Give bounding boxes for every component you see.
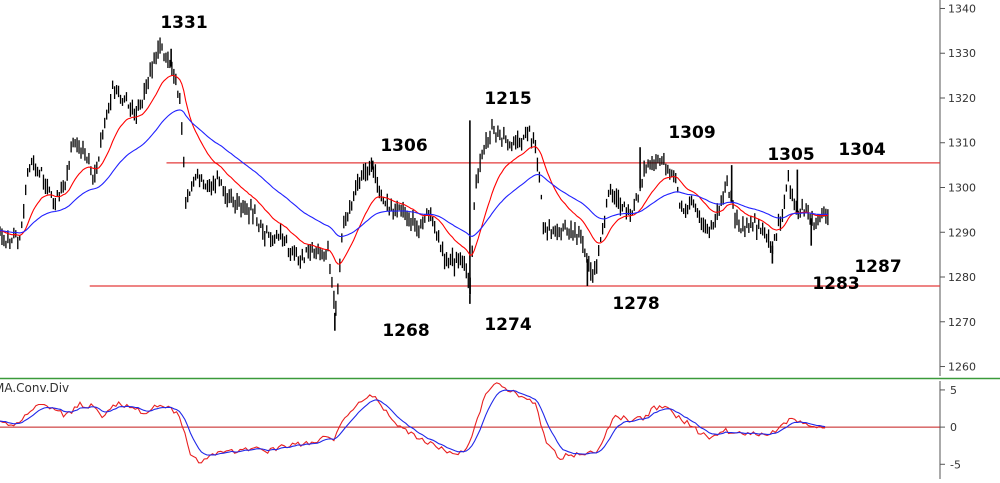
price-level-annotation: 1268 <box>382 321 429 341</box>
macd-axis-label: 0 <box>950 421 957 434</box>
macd-line <box>0 382 826 464</box>
price-level-annotation: 1306 <box>380 136 427 156</box>
price-axis-label: 1260 <box>948 361 976 374</box>
price-level-annotation: 1283 <box>812 274 859 294</box>
price-level-annotation: 1305 <box>767 145 814 165</box>
price-level-annotation: 1304 <box>838 140 885 160</box>
price-axis-label: 1300 <box>948 182 976 195</box>
price-axis-label: 1290 <box>948 226 976 239</box>
price-axis-label: 1310 <box>948 137 976 150</box>
price-level-annotation: 1331 <box>160 13 207 33</box>
price-axis-label: 1280 <box>948 271 976 284</box>
price-level-annotation: 1278 <box>612 294 659 314</box>
price-level-annotation: 1287 <box>854 257 901 277</box>
slow-moving-average-line <box>0 109 828 238</box>
macd-axis-label: 5 <box>950 384 957 397</box>
price-level-annotation: 1274 <box>484 315 531 335</box>
price-bars <box>0 37 829 331</box>
price-axis-label: 1320 <box>948 92 976 105</box>
fast-moving-average-line <box>0 74 828 265</box>
price-level-annotation: 1309 <box>668 123 715 143</box>
macd-panel: 5 0 -5 MA.Conv.Div <box>0 381 961 479</box>
price-axis-label: 1330 <box>948 47 976 60</box>
indicator-label: MA.Conv.Div <box>0 381 69 395</box>
macd-axis-label: -5 <box>950 458 961 471</box>
price-level-annotation: 1215 <box>484 89 531 109</box>
price-axis-label: 1340 <box>948 2 976 15</box>
price-panel: 1340 1330 1320 1310 1300 1290 1280 1270 1260 1331… <box>0 0 976 376</box>
signal-line <box>0 389 826 456</box>
price-axis-label: 1270 <box>948 316 976 329</box>
